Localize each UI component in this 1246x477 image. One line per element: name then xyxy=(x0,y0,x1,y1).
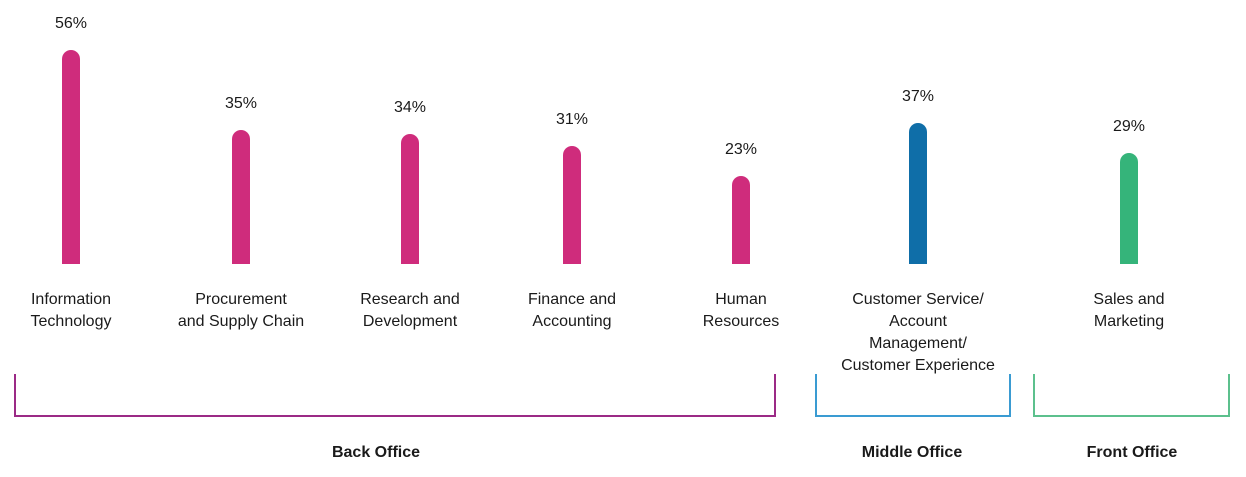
group-bracket xyxy=(14,374,776,417)
bar xyxy=(909,122,927,264)
bar xyxy=(401,134,419,264)
category-label: Procurement and Supply Chain xyxy=(177,291,305,330)
data-label: 56% xyxy=(54,15,88,32)
bar xyxy=(62,50,80,264)
data-label: 34% xyxy=(393,99,427,117)
group-bracket xyxy=(815,374,1011,417)
bar xyxy=(1120,153,1138,264)
category-label: Finance and Accounting xyxy=(527,291,617,330)
data-label: 23% xyxy=(724,141,758,159)
group-label: Back Office xyxy=(331,444,421,461)
category-label: Customer Service/ Account Management/ Cu… xyxy=(841,291,995,374)
data-label: 37% xyxy=(901,87,935,105)
data-label: 29% xyxy=(1112,118,1146,136)
category-label: Sales and Marketing xyxy=(1093,291,1165,330)
group-label: Middle Office xyxy=(861,444,963,461)
category-label: Research and Development xyxy=(360,291,460,330)
data-label: 31% xyxy=(555,110,589,128)
bar xyxy=(732,176,750,264)
category-label: Human Resources xyxy=(702,291,780,330)
data-label: 35% xyxy=(224,95,258,113)
bar xyxy=(232,130,250,264)
bar xyxy=(563,145,581,264)
category-label: Information Technology xyxy=(30,291,112,330)
group-label: Front Office xyxy=(1086,444,1178,461)
group-bracket xyxy=(1033,374,1230,417)
